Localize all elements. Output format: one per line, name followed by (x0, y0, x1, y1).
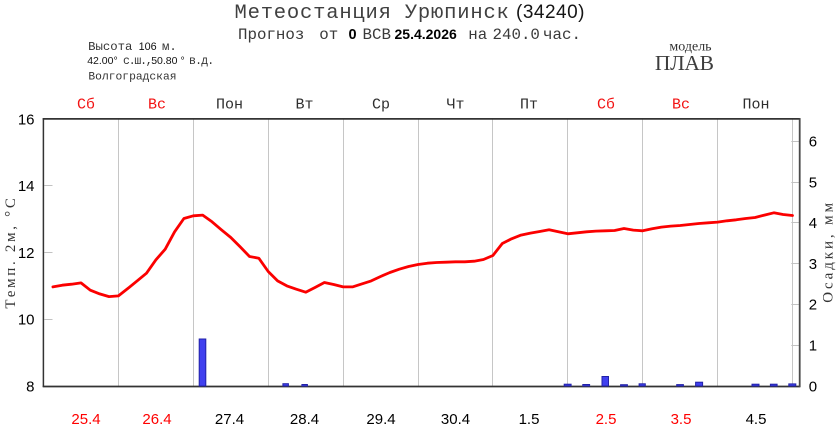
svg-text:Метеостанция Урюпинск(34240): Метеостанция Урюпинск (34240) (235, 2, 586, 25)
svg-text:16: 16 (18, 111, 35, 128)
svg-text:3: 3 (809, 256, 817, 273)
svg-text:1: 1 (809, 337, 817, 354)
svg-text:Вт: Вт (295, 97, 313, 114)
svg-text:12: 12 (18, 245, 35, 262)
svg-text:Пт: Пт (520, 97, 538, 114)
svg-text:Сб: Сб (77, 97, 95, 114)
svg-text:Вс: Вс (148, 97, 166, 114)
svg-text:Чт: Чт (446, 97, 464, 114)
svg-text:30.4: 30.4 (441, 411, 470, 428)
svg-text:26.4: 26.4 (142, 411, 171, 428)
svg-text:ПЛАВ: ПЛАВ (655, 51, 714, 75)
svg-text:Ср: Ср (372, 97, 390, 114)
svg-text:29.4: 29.4 (366, 411, 395, 428)
svg-text:Волгоградская: Волгоградская (88, 71, 176, 83)
svg-text:1.5: 1.5 (519, 411, 540, 428)
svg-text:Сб: Сб (597, 97, 615, 114)
svg-text:27.4: 27.4 (215, 411, 244, 428)
svg-text:Осадки, мм: Осадки, мм (821, 200, 837, 303)
svg-text:0: 0 (809, 378, 817, 395)
svg-text:14: 14 (18, 178, 35, 195)
svg-text:25.4: 25.4 (71, 411, 100, 428)
svg-text:8: 8 (26, 378, 34, 395)
svg-text:2: 2 (809, 297, 817, 314)
svg-text:42.00°с.ш.,50.80°в.д.: 42.00° с.ш.,50.80 ° в.д. (87, 55, 213, 68)
svg-text:10: 10 (18, 311, 35, 328)
svg-text:4.5: 4.5 (746, 411, 767, 428)
svg-text:модель: модель (669, 40, 711, 55)
svg-text:28.4: 28.4 (290, 411, 319, 428)
svg-text:4: 4 (809, 215, 817, 232)
svg-text:3.5: 3.5 (671, 411, 692, 428)
svg-text:Пон: Пон (742, 97, 769, 114)
svg-text:5: 5 (809, 174, 817, 191)
svg-text:Темп. 2м, °C: Темп. 2м, °C (3, 195, 19, 308)
svg-text:Пон: Пон (216, 97, 243, 114)
svg-text:2.5: 2.5 (596, 411, 617, 428)
svg-text:Вс: Вс (672, 97, 690, 114)
svg-text:6: 6 (809, 133, 817, 150)
